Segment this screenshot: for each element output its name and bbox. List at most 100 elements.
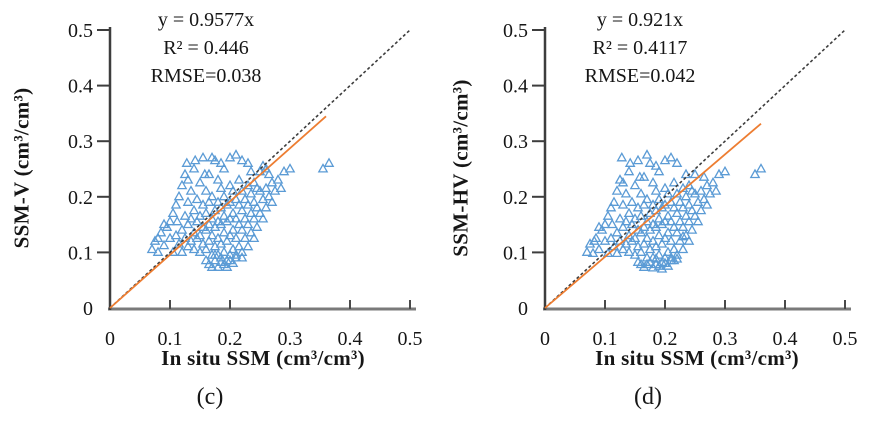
- scatter-point: [218, 226, 230, 237]
- scatter-point: [599, 218, 611, 229]
- scatter-point: [182, 240, 194, 251]
- scatter-point: [647, 176, 659, 187]
- scatter-point: [194, 176, 206, 187]
- scatter-point: [677, 221, 689, 231]
- scatter-point: [189, 154, 201, 165]
- scatter-point: [614, 213, 626, 223]
- scatter-point: [650, 185, 662, 195]
- scatter-point: [668, 201, 680, 212]
- y-tick-label: 0.1: [68, 242, 93, 264]
- scatter-point: [164, 215, 176, 226]
- scatter-point: [197, 151, 209, 162]
- scatter-point: [611, 226, 623, 237]
- y-tick-label: 0.3: [503, 131, 528, 153]
- scatter-point: [206, 190, 218, 201]
- scatter-point: [206, 261, 218, 271]
- scatter-point: [317, 163, 329, 173]
- scatter-point: [152, 246, 164, 256]
- scatter-point: [650, 253, 662, 263]
- scatter-point: [707, 176, 719, 187]
- scatter-point: [617, 221, 629, 231]
- scatter-point: [671, 249, 683, 259]
- scatter-point: [605, 232, 617, 243]
- scatter-point: [221, 199, 233, 209]
- scatter-point: [185, 213, 197, 223]
- scatter-point: [653, 213, 665, 223]
- scatter-point: [215, 252, 227, 262]
- scatter-point: [638, 199, 650, 209]
- scatter-point: [233, 240, 245, 251]
- scatter-point: [671, 157, 683, 167]
- regression-line: [544, 122, 762, 309]
- scatter-point: [683, 199, 695, 209]
- y-tick-label: 0.5: [68, 20, 93, 42]
- scatter-point: [641, 149, 653, 159]
- y-tick-label: 0.3: [68, 131, 93, 153]
- scatter-point: [227, 207, 239, 218]
- scatter-point: [251, 201, 263, 212]
- r-squared-text: R² = 0.446: [163, 37, 249, 59]
- scatter-point: [668, 221, 680, 231]
- scatter-point: [620, 215, 632, 226]
- scatter-plot-c: 0 0.1 0.2 0.3 0.4 0.5 0 0.1 0.2 0.3 0.4 0.5: [68, 20, 423, 350]
- scatter-point: [224, 249, 236, 259]
- scatter-point: [218, 210, 230, 220]
- scatter-point: [242, 240, 254, 251]
- scatter-point: [683, 235, 695, 245]
- scatter-point: [185, 185, 197, 195]
- x-tick-label: 0.2: [218, 328, 243, 350]
- scatter-point: [230, 149, 242, 159]
- scatter-point: [659, 215, 671, 226]
- scatter-point: [209, 154, 221, 165]
- scatter-point: [158, 239, 170, 250]
- scatter-point: [617, 243, 629, 254]
- scatter-point: [659, 232, 671, 243]
- scatter-point: [674, 235, 686, 245]
- scatter-point: [624, 157, 636, 167]
- scatter-point: [224, 229, 236, 240]
- scatter-point: [680, 190, 692, 201]
- scatter-point: [239, 232, 251, 243]
- scatter-point: [260, 182, 272, 193]
- scatter-point: [626, 235, 638, 245]
- scatter-point: [212, 174, 224, 184]
- scatter-point: [215, 157, 227, 167]
- scatter-point: [584, 238, 596, 248]
- scatter-point: [653, 249, 665, 259]
- scatter-point: [668, 243, 680, 254]
- y-tick-label: 0.5: [503, 20, 528, 42]
- scatter-point: [623, 246, 635, 256]
- scatter-point: [608, 196, 620, 206]
- scatter-point: [662, 226, 674, 237]
- scatter-point: [248, 196, 260, 206]
- scatter-point: [284, 163, 296, 173]
- scatter-point: [212, 196, 224, 206]
- scatter-point: [200, 224, 212, 234]
- scatter-point: [677, 243, 689, 254]
- scatter-point: [170, 199, 182, 209]
- y-axis-title-d: SSM-HV (cm³/cm³): [448, 79, 473, 257]
- annotation-panel-c: y = 0.9577x R² = 0.446 RMSE=0.038: [112, 6, 300, 90]
- scatter-point: [167, 207, 179, 218]
- scatter-point: [200, 185, 212, 195]
- scatter-point: [701, 199, 713, 209]
- scatter-point: [638, 171, 650, 181]
- scatter-point: [171, 215, 183, 226]
- y-tick-label: 0.4: [68, 76, 93, 98]
- scatter-point: [236, 224, 248, 234]
- scatter-point: [671, 207, 683, 218]
- annotation-panel-d: y = 0.921x R² = 0.4117 RMSE=0.042: [548, 6, 732, 90]
- rmse-text: RMSE=0.042: [584, 65, 696, 87]
- scatter-point: [239, 213, 251, 223]
- equation-text: y = 0.921x: [596, 9, 684, 31]
- scatter-point: [245, 188, 257, 198]
- scatter-point: [653, 229, 665, 240]
- scatter-point: [659, 252, 671, 262]
- scatter-point: [632, 154, 644, 165]
- scatter-point: [581, 246, 593, 256]
- scatter-point: [245, 226, 257, 237]
- scatter-point: [242, 157, 254, 167]
- x-tick-label: 0: [540, 328, 550, 350]
- x-tick-label: 0.3: [713, 328, 738, 350]
- scatter-point: [227, 224, 239, 234]
